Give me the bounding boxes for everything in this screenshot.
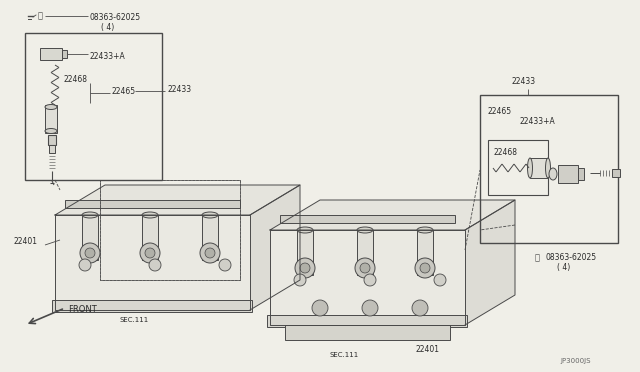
Circle shape [415, 258, 435, 278]
Polygon shape [270, 230, 465, 325]
Circle shape [434, 274, 446, 286]
Bar [142, 215, 158, 260]
Bar [49, 145, 55, 153]
Circle shape [364, 274, 376, 286]
Bar [285, 325, 450, 340]
Bar [280, 215, 455, 223]
Text: ( 4): ( 4) [557, 263, 570, 272]
Bar [267, 315, 467, 327]
Circle shape [420, 263, 430, 273]
Bar [480, 95, 618, 243]
Text: FRONT: FRONT [68, 305, 97, 314]
Circle shape [149, 259, 161, 271]
Bar [417, 230, 433, 275]
Text: JP3000JS: JP3000JS [560, 358, 591, 364]
Text: 22433: 22433 [512, 77, 536, 86]
Text: 22401: 22401 [13, 237, 37, 247]
Polygon shape [55, 185, 300, 215]
Circle shape [360, 263, 370, 273]
Text: Ⓑ: Ⓑ [535, 253, 540, 262]
Polygon shape [250, 185, 300, 310]
Circle shape [219, 259, 231, 271]
Ellipse shape [202, 212, 218, 218]
Bar [82, 215, 98, 260]
Bar [100, 180, 240, 280]
Circle shape [200, 243, 220, 263]
Text: SEC.111: SEC.111 [330, 352, 359, 358]
Text: 22401: 22401 [415, 345, 439, 354]
Text: SEC.111: SEC.111 [120, 317, 149, 323]
Text: Ⓑ: Ⓑ [38, 12, 43, 20]
Circle shape [140, 243, 160, 263]
Ellipse shape [417, 227, 433, 233]
Circle shape [300, 263, 310, 273]
Text: 22433+A: 22433+A [520, 117, 556, 126]
Bar [357, 230, 373, 275]
Bar [488, 140, 548, 195]
Ellipse shape [527, 158, 532, 178]
Bar [62, 50, 67, 58]
Polygon shape [270, 200, 515, 230]
Bar [48, 135, 56, 145]
Circle shape [355, 258, 375, 278]
Bar [202, 215, 218, 260]
Ellipse shape [45, 105, 57, 109]
Bar [100, 180, 240, 280]
Text: 22468: 22468 [493, 148, 517, 157]
Bar [45, 105, 57, 133]
Bar [530, 158, 548, 178]
Bar [40, 48, 62, 60]
Bar [578, 168, 584, 180]
Circle shape [362, 300, 378, 316]
Circle shape [79, 259, 91, 271]
Circle shape [80, 243, 100, 263]
Bar [52, 300, 252, 312]
Bar [65, 200, 240, 208]
Circle shape [205, 248, 215, 258]
Text: 22433: 22433 [167, 84, 191, 93]
Polygon shape [465, 200, 515, 325]
Text: 08363-62025: 08363-62025 [89, 13, 140, 22]
Text: 22433+A: 22433+A [90, 52, 125, 61]
Ellipse shape [82, 212, 98, 218]
Bar [25, 33, 162, 180]
Text: 22465: 22465 [112, 87, 136, 96]
Circle shape [294, 274, 306, 286]
Bar [297, 230, 313, 275]
Ellipse shape [297, 227, 313, 233]
Ellipse shape [142, 212, 158, 218]
Text: 22465: 22465 [488, 107, 512, 116]
Circle shape [145, 248, 155, 258]
Circle shape [312, 300, 328, 316]
Ellipse shape [45, 128, 57, 134]
Circle shape [85, 248, 95, 258]
Bar [558, 165, 578, 183]
Ellipse shape [357, 227, 373, 233]
Bar [612, 169, 620, 177]
Ellipse shape [549, 168, 557, 180]
Circle shape [295, 258, 315, 278]
Text: 08363-62025: 08363-62025 [545, 253, 596, 262]
Text: 22468: 22468 [63, 76, 87, 84]
Polygon shape [55, 215, 250, 310]
Circle shape [412, 300, 428, 316]
Ellipse shape [545, 158, 550, 178]
Text: ( 4): ( 4) [101, 23, 115, 32]
